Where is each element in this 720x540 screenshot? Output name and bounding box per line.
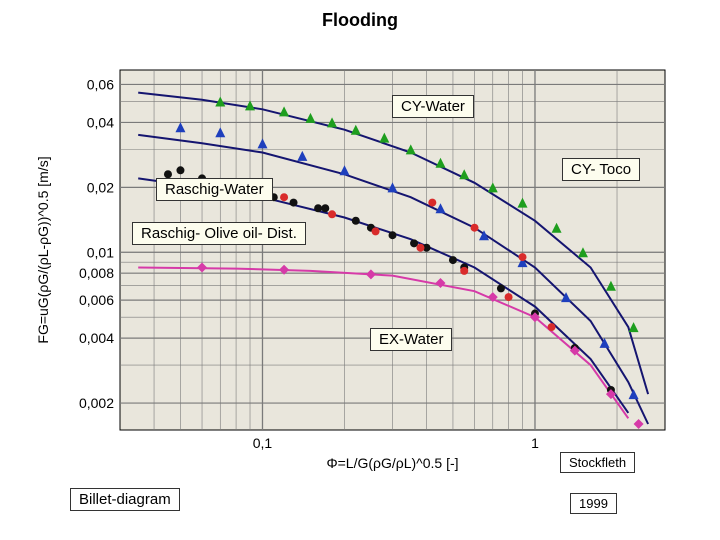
footnote-year: 1999 bbox=[570, 493, 617, 514]
svg-text:0,008: 0,008 bbox=[79, 265, 114, 281]
svg-text:0,1: 0,1 bbox=[253, 435, 273, 451]
chart-svg: 0,1 1 0,002 0,004 0,006 0,008 0,01 0,02 0,04 0,06… bbox=[30, 50, 690, 480]
svg-text:Φ=L/G(ρG/ρL)^0.5 [-]: Φ=L/G(ρG/ρL)^0.5 [-] bbox=[326, 455, 458, 471]
chart-area: 0,1 1 0,002 0,004 0,006 0,008 0,01 0,02 0,04 0,06… bbox=[30, 50, 690, 480]
svg-text:0,06: 0,06 bbox=[87, 76, 114, 92]
label-raschig-olive: Raschig- Olive oil- Dist. bbox=[132, 222, 306, 245]
label-cy-toco: CY- Toco bbox=[562, 158, 640, 181]
svg-text:0,004: 0,004 bbox=[79, 330, 114, 346]
label-cy-water: CY-Water bbox=[392, 95, 474, 118]
svg-text:0,02: 0,02 bbox=[87, 179, 114, 195]
svg-text:0,01: 0,01 bbox=[87, 244, 114, 260]
footnote-billet: Billet-diagram bbox=[70, 488, 180, 511]
svg-text:0,002: 0,002 bbox=[79, 395, 114, 411]
label-ex-water: EX-Water bbox=[370, 328, 452, 351]
svg-text:0,04: 0,04 bbox=[87, 114, 114, 130]
svg-text:0,006: 0,006 bbox=[79, 292, 114, 308]
svg-text:FG=uG(ρG/(ρL-ρG))^0.5 [m/s]: FG=uG(ρG/(ρL-ρG))^0.5 [m/s] bbox=[35, 156, 51, 343]
chart-title: Flooding bbox=[0, 10, 720, 31]
svg-text:1: 1 bbox=[531, 435, 539, 451]
footnote-stockfleth: Stockfleth bbox=[560, 452, 635, 473]
label-raschig-water: Raschig-Water bbox=[156, 178, 273, 201]
